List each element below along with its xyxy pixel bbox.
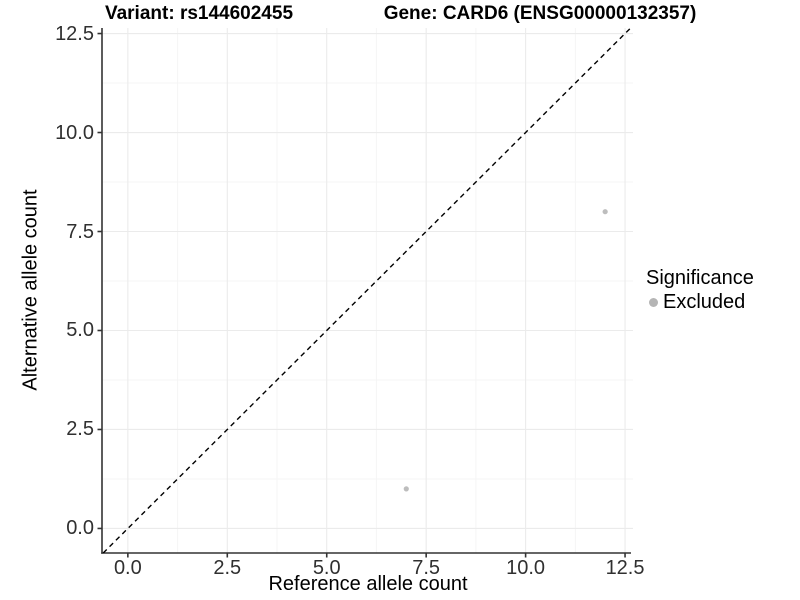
x-tick-label: 12.5 (605, 557, 645, 579)
x-tick-label: 0.0 (113, 557, 142, 579)
y-tick-label: 2.5 (66, 418, 94, 441)
data-point (403, 486, 409, 492)
plot-title-variant: Variant: rs144602455 (104, 3, 294, 24)
x-tick-label: 10.0 (506, 557, 546, 579)
x-axis-title: Reference allele count (268, 573, 468, 595)
legend-title: Significance (646, 267, 754, 289)
x-tick-label: 5.0 (312, 557, 341, 579)
plot-title-gene: Gene: CARD6 (ENSG00000132357) (383, 3, 697, 24)
legend-item-label: Excluded (663, 291, 746, 313)
legend: Significance Excluded (646, 266, 754, 313)
y-tick-label: 12.5 (55, 22, 94, 45)
data-point (602, 209, 608, 215)
y-tick-label: 7.5 (66, 220, 94, 243)
y-tick-label: 0.0 (66, 517, 94, 540)
legend-item-excluded: Excluded (646, 291, 754, 313)
y-tick-label: 10.0 (55, 121, 94, 144)
x-tick-label: 2.5 (213, 557, 242, 579)
legend-point-icon (649, 297, 658, 307)
y-tick-label: 5.0 (66, 319, 94, 342)
x-tick-label: 7.5 (412, 557, 441, 579)
y-axis-title: Alternative allele count (19, 189, 42, 391)
identity-line (102, 27, 632, 554)
